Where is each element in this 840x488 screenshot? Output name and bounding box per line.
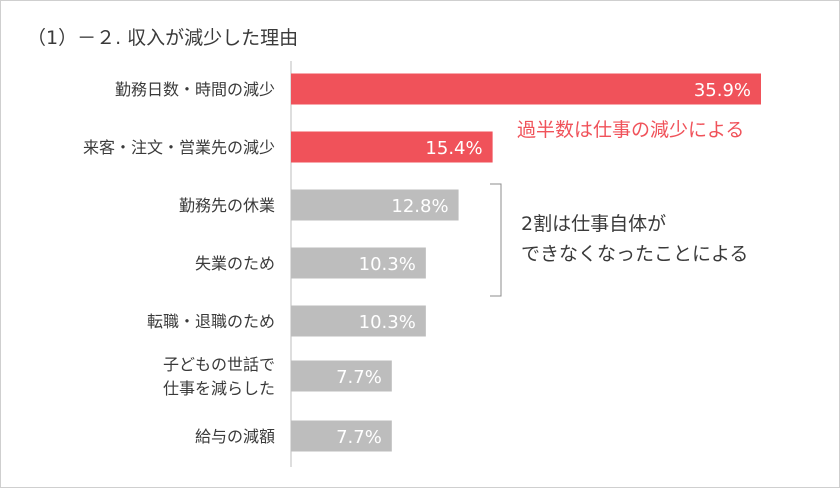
bar-2	[291, 189, 459, 221]
bar-3	[291, 247, 426, 279]
bar-value-label: 12.8%	[391, 196, 448, 217]
category-label: 転職・退職のため	[147, 312, 275, 331]
category-label: 給与の減額	[195, 427, 275, 446]
bar-0	[291, 73, 761, 105]
bar-value-label: 35.9%	[694, 80, 751, 101]
annotation-job-loss: できなくなったことによる	[521, 243, 748, 265]
bar-value-label: 7.7%	[336, 427, 382, 448]
category-label: 仕事を減らした	[163, 379, 275, 398]
chart-title: （1）－２. 収入が減少した理由	[27, 27, 299, 49]
bar-value-label: 7.7%	[336, 367, 382, 388]
category-label: 勤務先の休業	[179, 196, 275, 215]
bar-1	[291, 131, 493, 163]
bar-5	[291, 360, 392, 392]
annotation-job-loss: 2割は仕事自体が	[521, 213, 666, 235]
bracket	[490, 183, 502, 297]
category-label: 勤務日数・時間の減少	[115, 80, 275, 99]
bar-6	[291, 420, 392, 452]
category-label: 失業のため	[195, 254, 275, 273]
bar-4	[291, 305, 426, 337]
category-label: 子どもの世話で	[163, 355, 275, 374]
bar-value-label: 10.3%	[359, 312, 416, 333]
bar-value-label: 15.4%	[425, 138, 482, 159]
category-label: 来客・注文・営業先の減少	[83, 138, 275, 157]
bar-value-label: 10.3%	[359, 254, 416, 275]
annotation-majority: 過半数は仕事の減少による	[517, 119, 744, 141]
